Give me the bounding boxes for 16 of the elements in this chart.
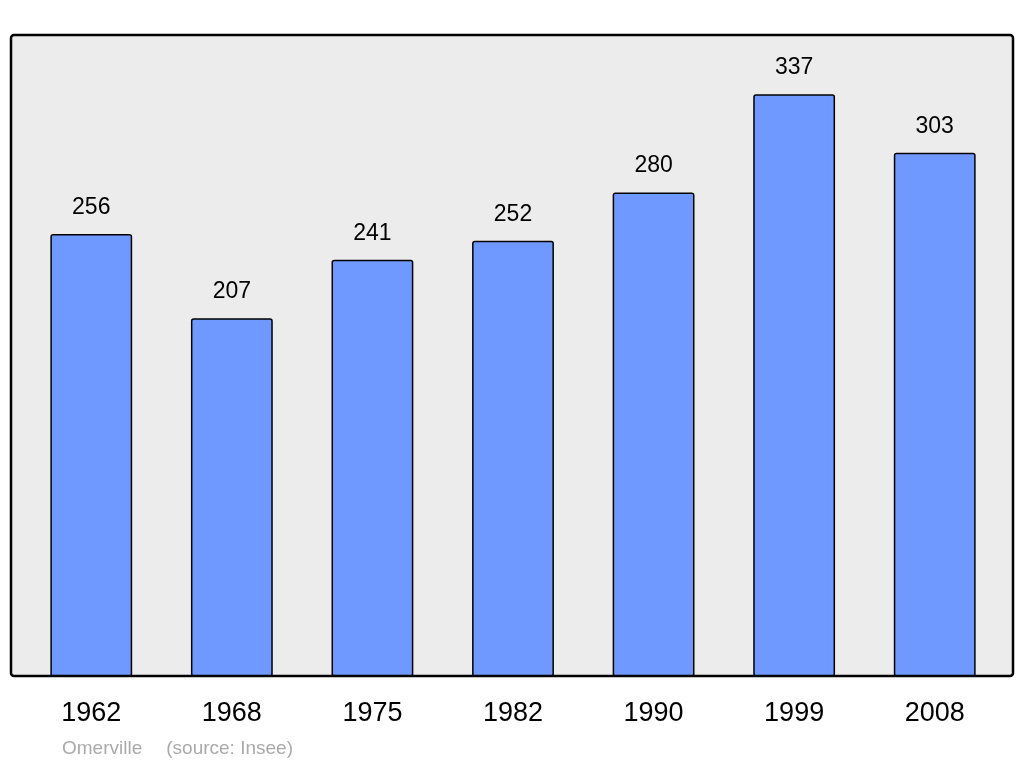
x-tick-label: 1999 xyxy=(764,697,825,727)
x-tick-label: 2008 xyxy=(904,697,965,727)
data-label: 241 xyxy=(353,218,392,245)
data-label: 303 xyxy=(915,111,954,138)
x-tick-label: 1975 xyxy=(342,697,403,727)
data-label: 337 xyxy=(774,53,814,79)
data-label: 207 xyxy=(212,277,252,304)
text: Omerville xyxy=(62,737,143,758)
data-label: 280 xyxy=(634,151,673,178)
data-label: 256 xyxy=(72,192,111,219)
text: (source: Insee) xyxy=(166,737,293,758)
x-tick-label: 1968 xyxy=(201,697,262,727)
x-tick-label: 1990 xyxy=(623,697,684,727)
data-label: 252 xyxy=(493,199,533,226)
x-tick-label: 1982 xyxy=(482,697,544,727)
x-tick-label: 1962 xyxy=(61,697,122,727)
